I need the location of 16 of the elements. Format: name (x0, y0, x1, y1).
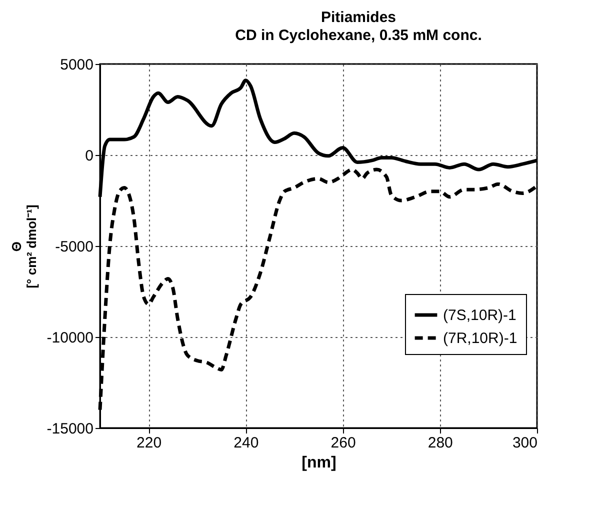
y-tick-label: 0 (85, 148, 94, 164)
chart-subtitle: CD in Cyclohexane, 0.35 mM conc. (235, 27, 482, 44)
chart-title: Pitiamides (320, 9, 396, 26)
y-tick-label: 5000 (60, 56, 94, 74)
y-tick-label: -5000 (55, 238, 94, 256)
y-tick-label: -10000 (46, 330, 94, 346)
y-axis-title: Θ [° cm² dmol⁻¹] (8, 204, 39, 288)
legend-label: (7R,10R)-1 (443, 330, 518, 347)
x-tick-label: 220 (136, 434, 162, 452)
x-axis-title: [nm] (302, 454, 336, 472)
x-tick-label: 240 (234, 434, 259, 452)
x-tick-label: 300 (512, 434, 538, 452)
legend-label: (7S,10R)-1 (443, 307, 516, 324)
x-tick-label: 260 (330, 434, 356, 452)
y-tick-label: -15000 (46, 420, 94, 438)
x-tick-label: 280 (428, 434, 453, 452)
